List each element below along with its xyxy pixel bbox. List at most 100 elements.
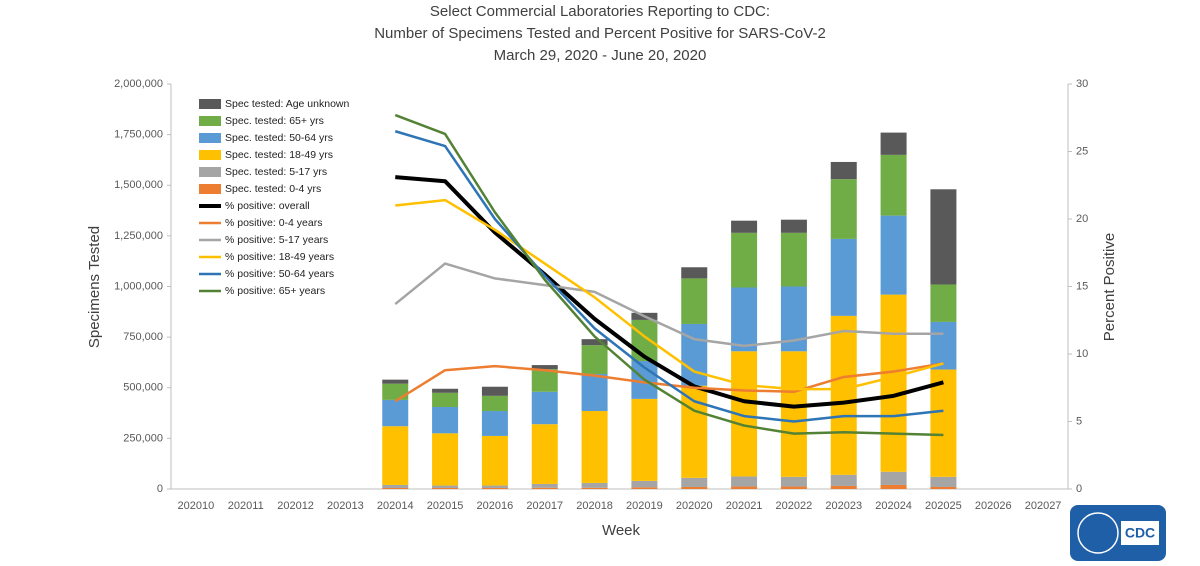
bar-segment xyxy=(930,284,957,322)
bar-segment xyxy=(681,323,708,386)
legend: Spec tested: Age unknown Spec. tested: 65… xyxy=(199,98,349,297)
legend-label: Spec. tested: 0-4 yrs xyxy=(225,183,321,195)
bar-segment xyxy=(432,485,459,488)
bar-segment xyxy=(880,294,907,472)
bar-segment xyxy=(830,161,857,180)
x-tick-label: 202017 xyxy=(526,500,563,512)
bar-segment xyxy=(531,365,558,370)
x-axis-title: Week xyxy=(602,522,641,539)
y2-tick-label: 0 xyxy=(1076,483,1082,495)
bar-segment xyxy=(880,154,907,216)
legend-label: Spec. tested: 65+ yrs xyxy=(225,115,324,127)
bar-segment xyxy=(481,435,508,486)
bar-segment xyxy=(581,373,608,412)
chart-title: Number of Specimens Tested and Percent P… xyxy=(374,25,826,42)
bar-segment xyxy=(780,476,807,487)
bar-segment xyxy=(581,487,608,489)
x-tick-label: 202020 xyxy=(676,500,713,512)
x-tick-label: 202016 xyxy=(477,500,514,512)
y2-tick-label: 5 xyxy=(1076,415,1082,427)
legend-label: Spec tested: Age unknown xyxy=(225,98,349,110)
bar-segment xyxy=(432,487,459,489)
x-tick-label: 202027 xyxy=(1025,500,1062,512)
x-tick-label: 202011 xyxy=(228,500,264,512)
bar-segment xyxy=(432,388,459,393)
x-tick-label: 202015 xyxy=(427,500,464,512)
bar-segment xyxy=(531,369,558,392)
x-tick-label: 202019 xyxy=(626,500,663,512)
chart-title: Select Commercial Laboratories Reporting… xyxy=(430,3,770,20)
legend-swatch xyxy=(199,184,221,194)
y-tick-label: 1,750,000 xyxy=(114,129,163,141)
bar-segment xyxy=(880,215,907,295)
logo-box xyxy=(1121,521,1159,545)
x-tick-label: 202023 xyxy=(825,500,862,512)
legend-label: % positive: 5-17 years xyxy=(225,234,328,246)
bar-segment xyxy=(930,486,957,489)
y-axis-title: Specimens Tested xyxy=(86,226,103,348)
x-tick-label: 202012 xyxy=(277,500,314,512)
legend-label: Spec. tested: 18-49 yrs xyxy=(225,149,333,161)
y2-tick-label: 30 xyxy=(1076,78,1088,90)
bar-segment xyxy=(731,486,758,489)
bar-segment xyxy=(481,395,508,412)
bar-segment xyxy=(581,411,608,483)
bar-segment xyxy=(382,487,409,489)
legend-label: % positive: 18-49 years xyxy=(225,251,334,263)
bar-segment xyxy=(780,486,807,489)
y2-axis-title: Percent Positive xyxy=(1101,233,1118,341)
x-tick-label: 202026 xyxy=(975,500,1012,512)
legend-swatch xyxy=(199,133,221,143)
line-series xyxy=(395,175,944,409)
bar-segment xyxy=(880,471,907,485)
line-series xyxy=(394,130,944,423)
bar-segment xyxy=(830,238,857,316)
bar-segment xyxy=(930,476,957,487)
bar-segment xyxy=(531,424,558,484)
y-tick-label: 2,000,000 xyxy=(114,78,163,90)
bar-segment xyxy=(930,369,957,477)
bar-segment xyxy=(481,386,508,396)
bar-segment xyxy=(581,482,608,488)
bar-segment xyxy=(681,385,708,478)
bar-segment xyxy=(681,486,708,489)
bar-segment xyxy=(432,433,459,486)
bar-segment xyxy=(481,485,508,488)
legend-label: % positive: 65+ years xyxy=(225,285,325,297)
bar-segment xyxy=(481,487,508,489)
x-tick-label: 202014 xyxy=(377,500,414,512)
legend-swatch xyxy=(199,99,221,109)
legend-swatch xyxy=(199,116,221,126)
bar-segment xyxy=(681,267,708,279)
bar-segment xyxy=(681,477,708,487)
bar-segment xyxy=(432,392,459,407)
bar-segment xyxy=(631,398,658,481)
bar-segment xyxy=(382,399,409,427)
bar-segment xyxy=(681,278,708,324)
bar-segment xyxy=(930,321,957,370)
bar-segment xyxy=(880,132,907,155)
bar-segment xyxy=(731,287,758,352)
legend-swatch xyxy=(199,167,221,177)
legend-label: Spec. tested: 50-64 yrs xyxy=(225,132,333,144)
bar-segment xyxy=(731,220,758,233)
bar-segment xyxy=(382,484,409,488)
y-tick-label: 500,000 xyxy=(123,382,163,394)
line-series xyxy=(394,262,944,348)
bar-segment xyxy=(631,487,658,489)
y2-tick-label: 15 xyxy=(1076,280,1088,292)
bar-segment xyxy=(581,345,608,374)
x-tick-label: 202024 xyxy=(875,500,912,512)
bar-segment xyxy=(830,485,857,489)
bar-segment xyxy=(930,189,957,285)
bar-segment xyxy=(830,474,857,486)
bar-segment xyxy=(830,315,857,475)
y2-tick-label: 25 xyxy=(1076,145,1088,157)
legend-label: % positive: overall xyxy=(225,200,310,212)
x-tick-label: 202022 xyxy=(776,500,813,512)
bar-segment xyxy=(531,487,558,489)
bar-segment xyxy=(830,179,857,239)
y-tick-label: 0 xyxy=(157,483,163,495)
bar-segment xyxy=(780,219,807,233)
